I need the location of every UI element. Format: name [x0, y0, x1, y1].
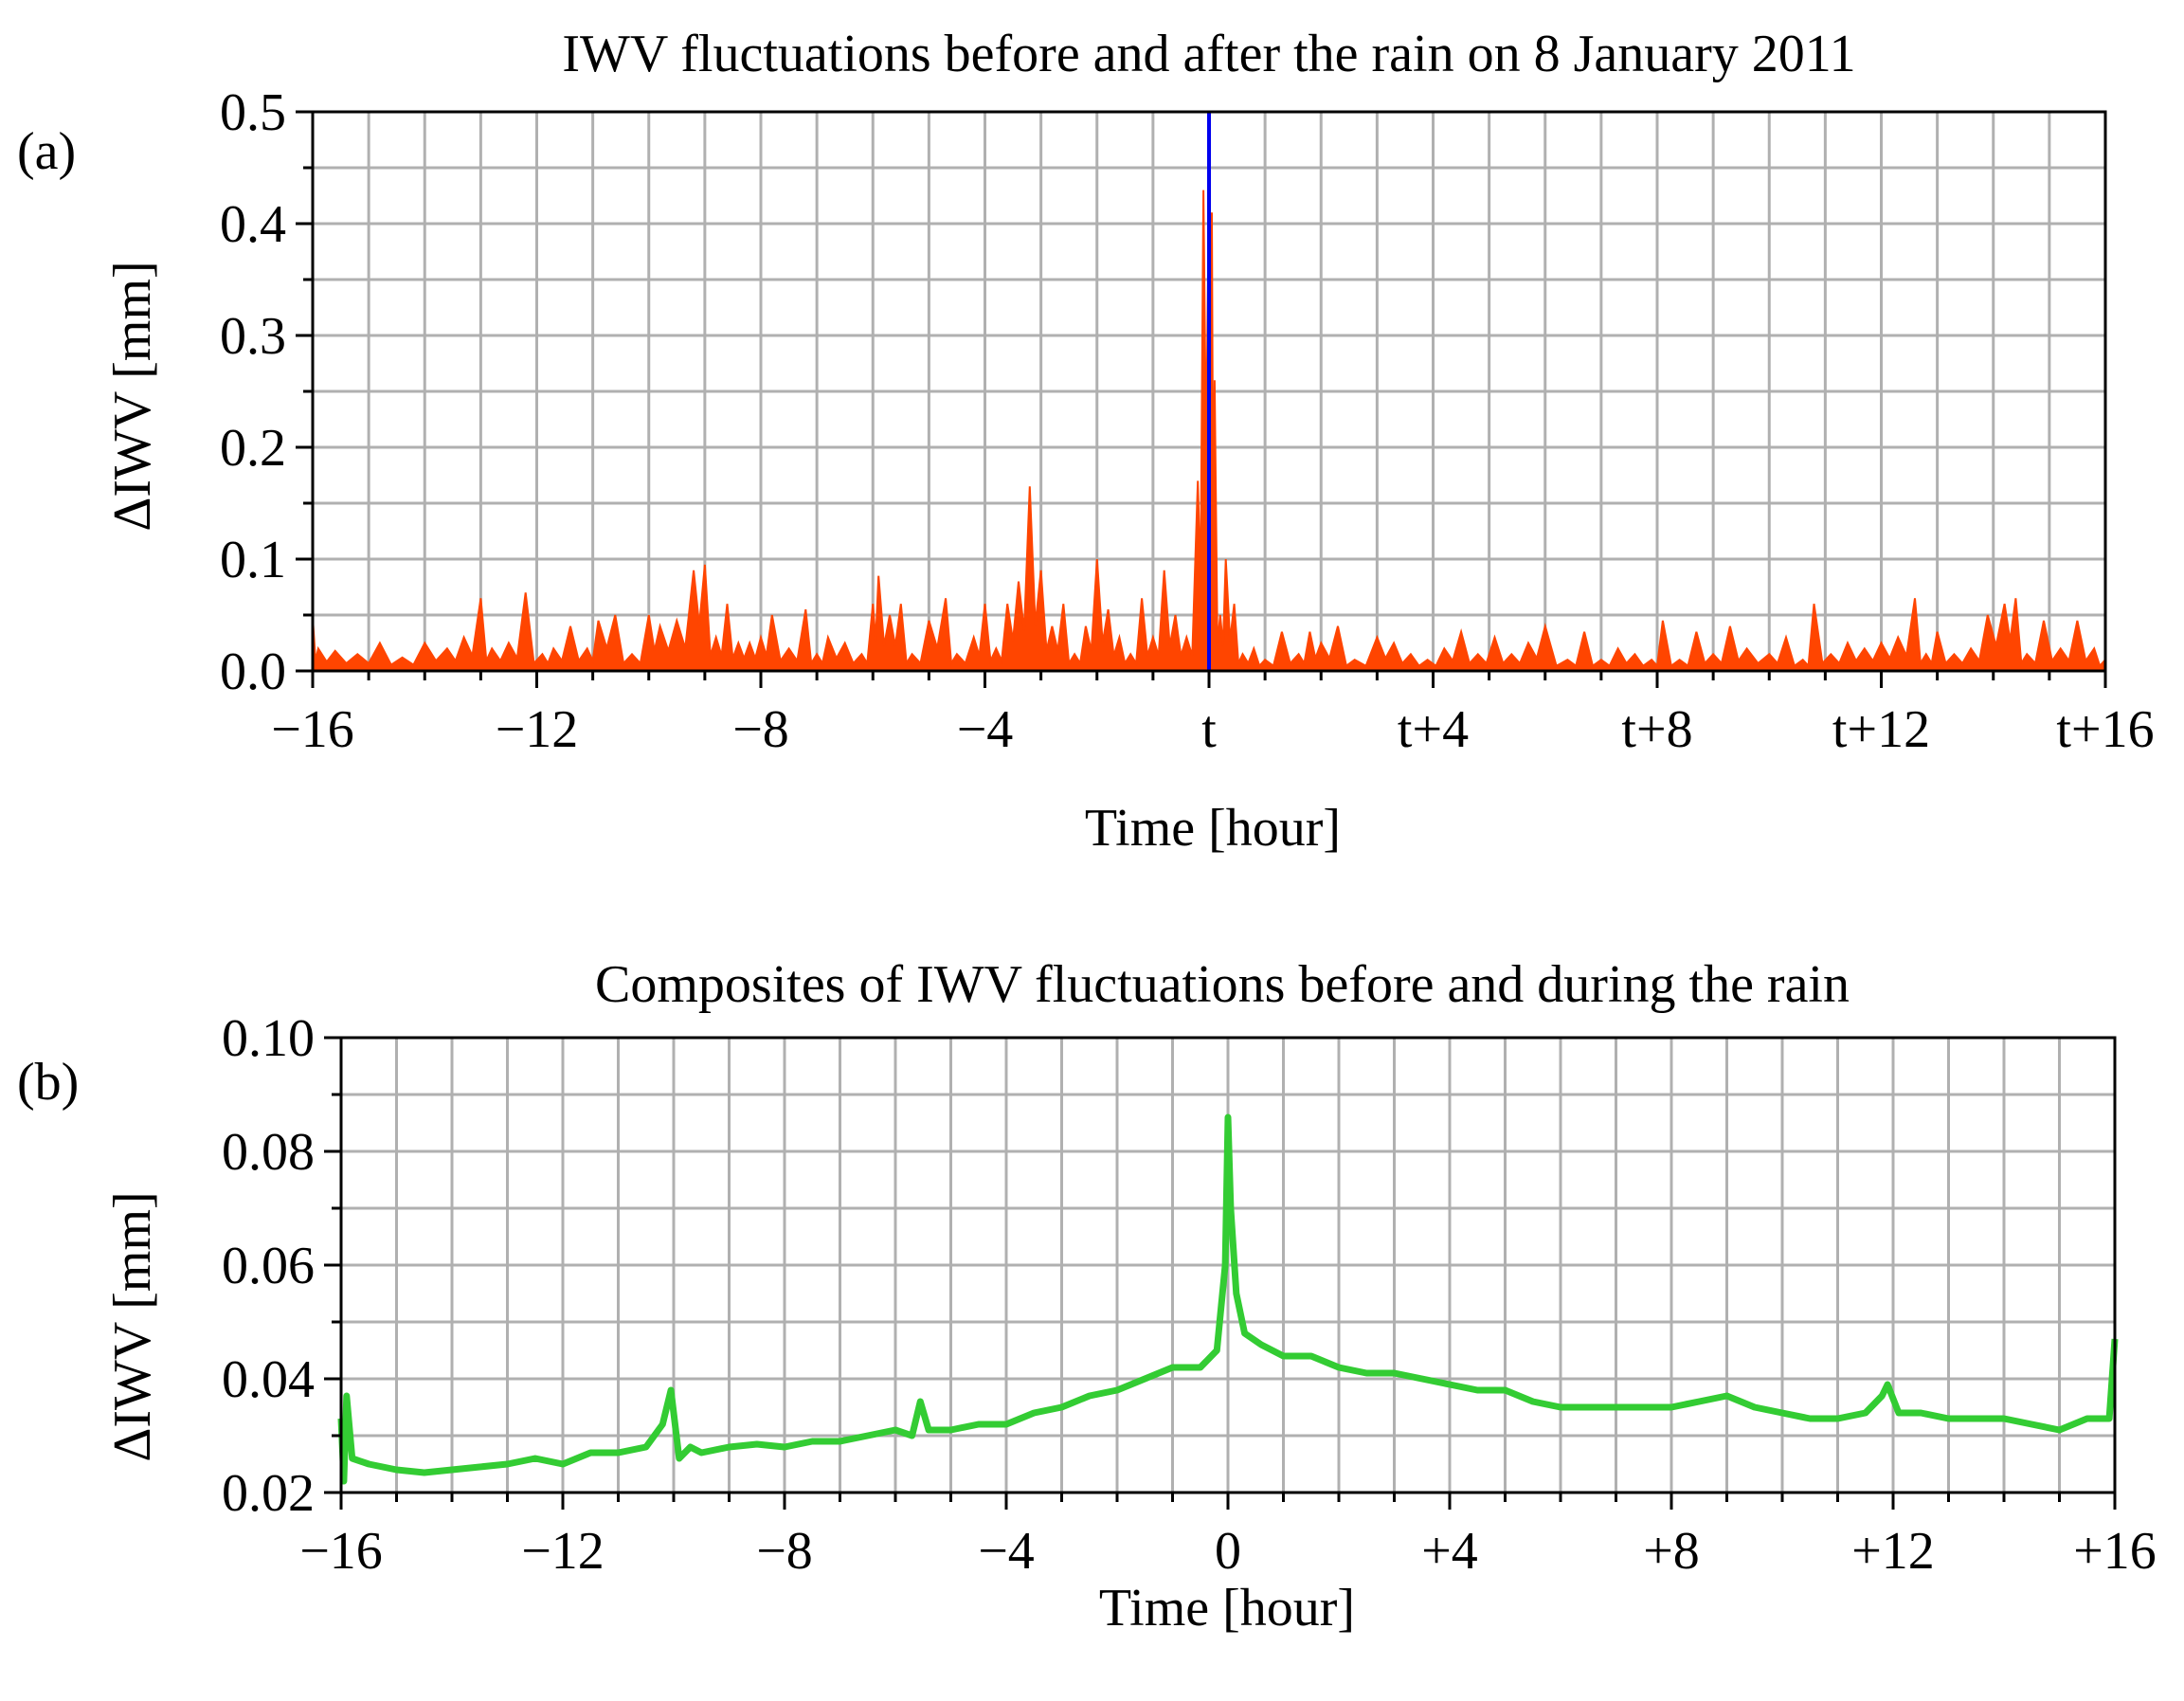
a-x-tick-label: t+16 — [2056, 700, 2154, 759]
a-x-tick-label: t+12 — [1832, 700, 1930, 759]
a-x-tick-label: −4 — [957, 700, 1014, 759]
b-x-tick-label: 0 — [1215, 1522, 1241, 1581]
a-x-tick-label: t+4 — [1398, 700, 1469, 759]
b-y-tick-label: 0.06 — [222, 1237, 315, 1295]
b-x-tick-label: −12 — [521, 1522, 605, 1581]
b-x-tick-label: −8 — [756, 1522, 813, 1581]
a-x-tick-label: −12 — [496, 700, 579, 759]
panel-b-ticks — [324, 1036, 2117, 1510]
panel-a-x-tick-labels: −16 −12 −8 −4 t t+4 t+8 t+12 t+16 — [271, 700, 2154, 759]
b-x-tick-label: +12 — [1851, 1522, 1935, 1581]
panel-b-label: (b) — [17, 1053, 79, 1112]
panel-a-ticks — [296, 110, 2107, 688]
a-x-tick-label: −16 — [271, 700, 354, 759]
panel-b-title: Composites of IWV fluctuations before an… — [595, 955, 1850, 1014]
b-y-tick-label: 0.10 — [222, 1009, 315, 1068]
b-y-tick-label: 0.02 — [222, 1464, 315, 1523]
panel-a-y-axis-label: ΔIWV [mm] — [103, 261, 162, 531]
a-y-tick-label: 0.2 — [220, 419, 286, 478]
b-x-tick-label: +4 — [1421, 1522, 1478, 1581]
panel-a-title: IWV fluctuations before and after the ra… — [562, 25, 1855, 83]
b-x-tick-label: −16 — [299, 1522, 383, 1581]
panel-b-series-line — [337, 1113, 2119, 1485]
a-y-tick-label: 0.3 — [220, 307, 286, 366]
panel-b-y-tick-labels: 0.02 0.04 0.06 0.08 0.10 — [222, 1009, 315, 1523]
a-x-tick-label: −8 — [732, 700, 789, 759]
panel-b-x-axis-label: Time [hour] — [1099, 1579, 1355, 1638]
b-y-tick-label: 0.08 — [222, 1123, 315, 1182]
panel-a-y-tick-labels: 0.0 0.1 0.2 0.3 0.4 0.5 — [220, 83, 286, 701]
a-x-tick-label: t+8 — [1621, 700, 1692, 759]
a-y-tick-label: 0.5 — [220, 83, 286, 142]
b-x-tick-label: +16 — [2073, 1522, 2157, 1581]
b-x-tick-label: −4 — [978, 1522, 1035, 1581]
panel-a-label: (a) — [17, 122, 76, 181]
b-x-tick-label: +8 — [1643, 1522, 1700, 1581]
b-y-tick-label: 0.04 — [222, 1350, 315, 1409]
a-y-tick-label: 0.1 — [220, 531, 286, 589]
a-x-tick-label: t — [1201, 700, 1217, 759]
a-y-tick-label: 0.0 — [220, 642, 286, 701]
panel-b-x-tick-labels: −16 −12 −8 −4 0 +4 +8 +12 +16 — [299, 1522, 2157, 1581]
a-y-tick-label: 0.4 — [220, 195, 286, 254]
panel-a-x-axis-label: Time [hour] — [1085, 799, 1341, 858]
panel-a: IWV fluctuations before and after the ra… — [17, 25, 2155, 858]
panel-b: Composites of IWV fluctuations before an… — [17, 955, 2157, 1638]
panel-b-y-axis-label: ΔIWV [mm] — [103, 1191, 162, 1461]
